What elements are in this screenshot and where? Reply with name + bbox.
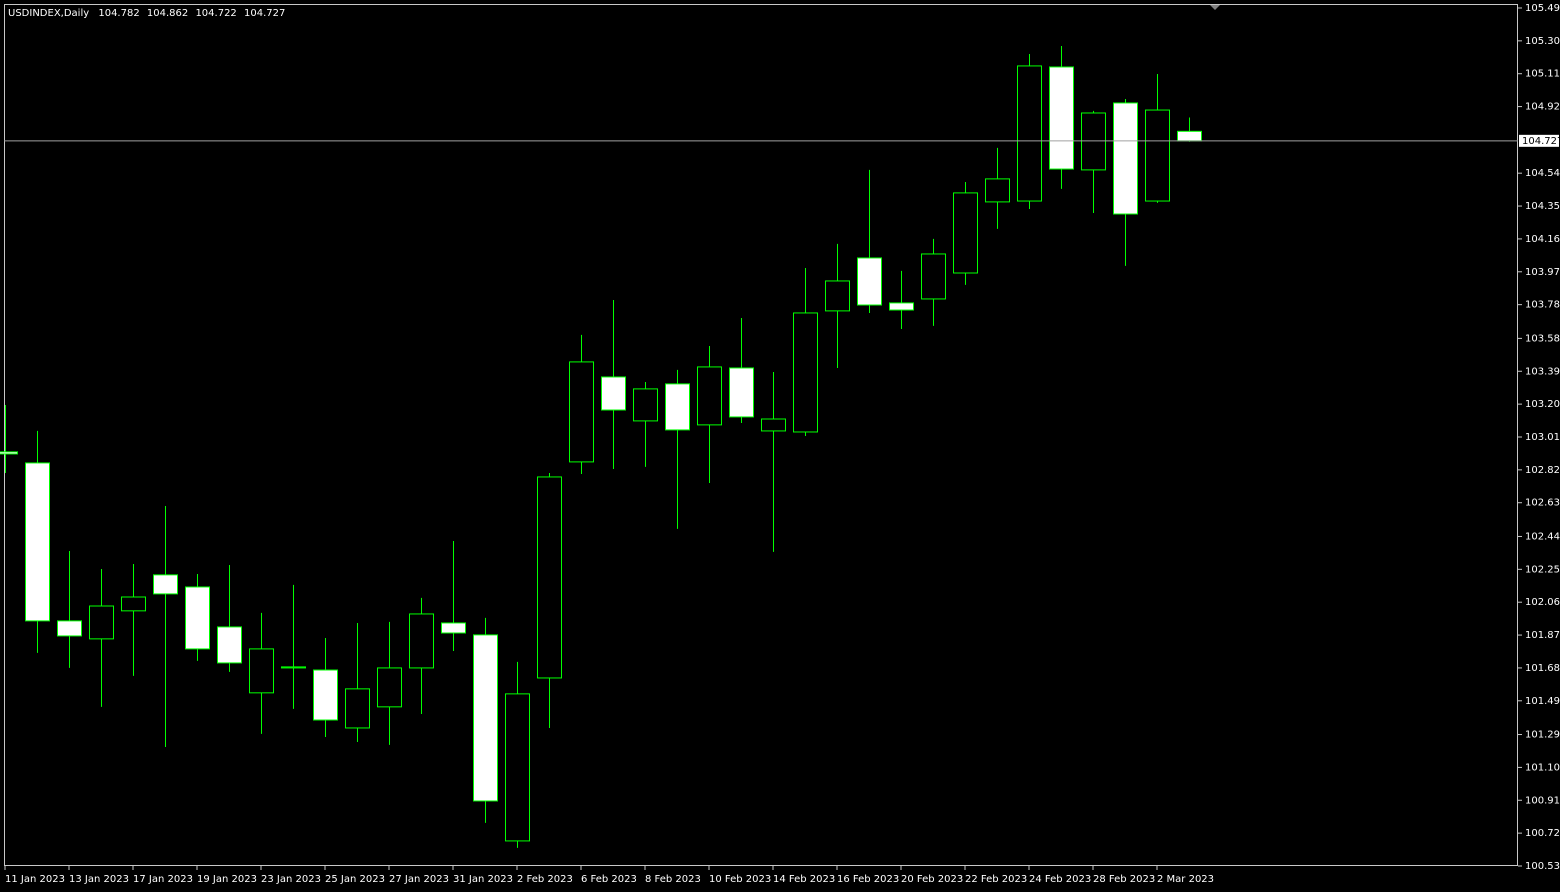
x-tick-label: 14 Feb 2023 <box>773 874 835 885</box>
x-tick-label: 27 Jan 2023 <box>389 874 449 885</box>
candle-body <box>345 688 370 729</box>
y-tick-label: 101.295 <box>1525 730 1560 741</box>
candle-body <box>1081 112 1106 171</box>
candle-body <box>409 613 434 669</box>
candle-body <box>537 476 562 679</box>
candle-body <box>1017 65 1042 202</box>
y-tick-label: 100.535 <box>1525 861 1560 872</box>
y-tick-label: 103.395 <box>1525 366 1560 377</box>
candle-body <box>25 462 50 622</box>
x-tick-label: 31 Jan 2023 <box>453 874 513 885</box>
y-tick-label: 105.115 <box>1525 69 1560 80</box>
candle-body <box>473 634 498 802</box>
y-tick-label: 103.015 <box>1525 432 1560 443</box>
x-tick-label: 20 Feb 2023 <box>901 874 963 885</box>
y-tick-label: 100.915 <box>1525 795 1560 806</box>
high-value: 104.862 <box>147 8 188 19</box>
candle-body <box>665 383 690 431</box>
x-tick-label: 28 Feb 2023 <box>1093 874 1155 885</box>
y-tick-label: 102.635 <box>1525 498 1560 509</box>
candle-body <box>121 596 146 612</box>
y-tick-label: 100.725 <box>1525 828 1560 839</box>
candle-body <box>985 178 1010 203</box>
y-tick-label: 102.250 <box>1525 564 1560 575</box>
y-tick-label: 101.490 <box>1525 696 1560 707</box>
y-tick-label: 102.060 <box>1525 597 1560 608</box>
y-tick-label: 101.105 <box>1525 762 1560 773</box>
x-tick-label: 13 Jan 2023 <box>69 874 129 885</box>
chart-title: USDINDEX,Daily 104.782 104.862 104.722 1… <box>8 8 285 19</box>
chart-shift-marker <box>1210 5 1220 10</box>
x-tick-label: 19 Jan 2023 <box>197 874 257 885</box>
candle-body <box>505 693 530 842</box>
y-tick-label: 103.780 <box>1525 300 1560 311</box>
y-tick-label: 104.350 <box>1525 201 1560 212</box>
candle-body <box>377 667 402 708</box>
candle-body <box>825 280 850 312</box>
y-tick-label: 102.440 <box>1525 531 1560 542</box>
candle-body <box>217 626 242 664</box>
x-tick-label: 10 Feb 2023 <box>709 874 771 885</box>
x-tick-label: 2 Mar 2023 <box>1157 874 1214 885</box>
candle-body <box>1145 109 1170 202</box>
x-tick-label: 16 Feb 2023 <box>837 874 899 885</box>
candle-body <box>89 605 114 640</box>
x-tick-label: 6 Feb 2023 <box>581 874 637 885</box>
symbol: USDINDEX,Daily <box>8 8 89 19</box>
candle-body <box>153 574 178 595</box>
candle-body <box>633 388 658 422</box>
candle-body <box>953 192 978 274</box>
candle-body <box>185 586 210 650</box>
candle-body <box>921 253 946 300</box>
x-tick-label: 25 Jan 2023 <box>325 874 385 885</box>
y-tick-label: 101.680 <box>1525 663 1560 674</box>
x-tick-label: 2 Feb 2023 <box>517 874 573 885</box>
current-price-box <box>1519 134 1559 147</box>
y-tick-label: 102.825 <box>1525 465 1560 476</box>
candle-body <box>697 366 722 426</box>
close-value: 104.727 <box>244 8 285 19</box>
y-tick-label: 104.160 <box>1525 234 1560 245</box>
current-price-label: 104.727 <box>1522 136 1560 147</box>
x-tick-label: 24 Feb 2023 <box>1029 874 1091 885</box>
y-tick-label: 103.205 <box>1525 399 1560 410</box>
x-tick-label: 8 Feb 2023 <box>645 874 701 885</box>
candle-body <box>1113 102 1138 215</box>
low-value: 104.722 <box>195 8 236 19</box>
candle-body <box>281 666 306 669</box>
candle-body <box>761 418 786 432</box>
candle-body <box>1177 130 1202 142</box>
candle-body <box>0 451 18 455</box>
candle-body <box>313 669 338 721</box>
candle-body <box>889 302 914 311</box>
candle-body <box>601 376 626 411</box>
candle-body <box>249 648 274 694</box>
open-value: 104.782 <box>98 8 139 19</box>
candle-body <box>569 361 594 463</box>
y-tick-label: 101.870 <box>1525 630 1560 641</box>
y-tick-label: 105.305 <box>1525 36 1560 47</box>
x-tick-label: 22 Feb 2023 <box>965 874 1027 885</box>
y-tick-label: 104.925 <box>1525 102 1560 113</box>
candle-body <box>793 312 818 433</box>
x-tick-label: 23 Jan 2023 <box>261 874 321 885</box>
y-tick-label: 104.540 <box>1525 168 1560 179</box>
y-tick-label: 103.585 <box>1525 333 1560 344</box>
candle-body <box>1049 66 1074 170</box>
x-tick-label: 11 Jan 2023 <box>5 874 65 885</box>
candle-body <box>441 622 466 634</box>
candle-body <box>857 257 882 306</box>
candle-body <box>57 620 82 637</box>
y-tick-label: 103.970 <box>1525 267 1560 278</box>
y-tick-label: 105.495 <box>1525 3 1560 14</box>
plot-frame <box>4 4 1518 866</box>
x-tick-label: 17 Jan 2023 <box>133 874 193 885</box>
candle-body <box>729 367 754 418</box>
